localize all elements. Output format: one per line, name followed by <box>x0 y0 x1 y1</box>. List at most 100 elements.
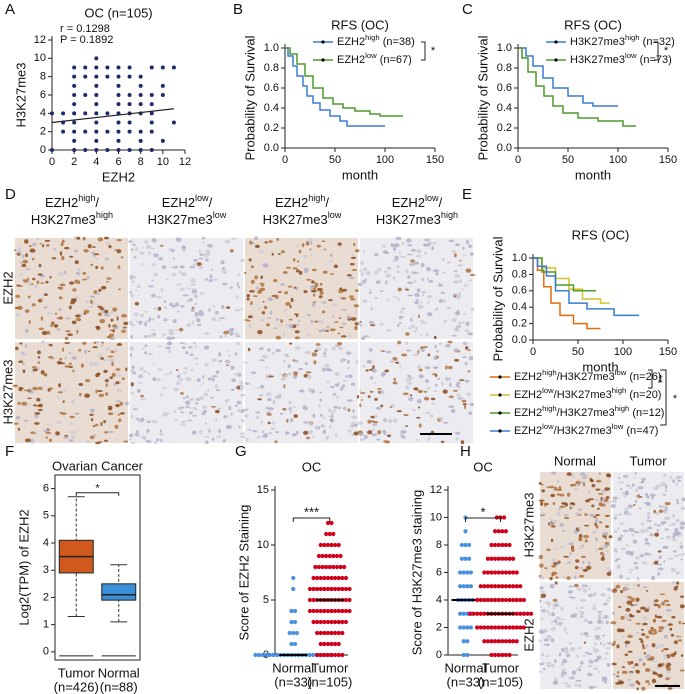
tissue-texture <box>620 635 625 638</box>
tissue-texture <box>366 359 373 364</box>
tissue-texture <box>185 377 192 382</box>
tissue-texture <box>594 642 597 645</box>
tissue-texture <box>143 370 147 373</box>
tissue-texture <box>666 670 672 675</box>
dot <box>465 652 470 658</box>
tissue-texture <box>451 317 457 322</box>
tissue-texture <box>427 353 431 357</box>
tissue-texture <box>172 319 177 324</box>
tissue-texture <box>254 236 259 241</box>
tissue-texture <box>132 408 139 411</box>
tissue-texture <box>74 236 78 241</box>
tissue-texture <box>109 329 116 332</box>
dot <box>503 529 508 534</box>
tissue-texture <box>238 425 241 429</box>
tissue-texture <box>367 419 372 424</box>
x-tick-label: 12 <box>179 156 191 168</box>
tissue-texture <box>94 423 99 427</box>
tissue-texture <box>560 545 565 548</box>
tissue-texture <box>396 270 400 273</box>
tissue-texture <box>392 356 398 361</box>
tissue-texture <box>89 435 95 440</box>
y-tick-label: 0.0 <box>512 334 527 346</box>
tissue-texture <box>456 381 461 385</box>
tissue-texture <box>441 258 445 262</box>
tissue-texture <box>566 492 571 497</box>
x-tick-label: 100 <box>614 346 632 358</box>
x-axis-label: month <box>575 167 611 182</box>
tissue-texture <box>280 377 286 381</box>
tissue-texture <box>276 237 280 241</box>
dot <box>507 639 512 644</box>
tissue-texture <box>303 430 309 435</box>
tissue-texture <box>661 619 667 622</box>
tissue-texture <box>644 552 650 556</box>
tissue-texture <box>171 273 177 276</box>
tissue-texture <box>331 346 337 351</box>
tissue-texture <box>98 288 102 292</box>
dot <box>461 625 466 630</box>
tissue-texture <box>85 379 91 383</box>
tissue-texture <box>89 295 96 298</box>
tissue-texture <box>180 420 187 423</box>
tissue-texture <box>620 615 625 620</box>
tissue-texture <box>319 290 324 295</box>
tissue-texture <box>291 433 297 437</box>
tissue-texture <box>566 576 571 580</box>
tissue-texture <box>611 662 617 666</box>
tissue-texture <box>645 635 650 639</box>
tissue-texture <box>651 643 656 648</box>
y-tick-label: 0 <box>40 144 46 156</box>
tissue-texture <box>467 370 471 373</box>
y-tick-label: 2 <box>436 621 442 633</box>
tissue-texture <box>141 262 144 266</box>
tissue-texture <box>552 598 558 602</box>
tissue-texture <box>620 534 624 538</box>
tissue-texture <box>550 627 555 631</box>
chart-title: RFS (OC) <box>572 227 630 242</box>
tissue-texture <box>551 471 556 475</box>
tissue-texture <box>361 336 366 341</box>
tissue-texture <box>211 317 217 322</box>
tissue-texture <box>193 407 198 411</box>
tissue-texture <box>165 346 171 349</box>
tissue-texture <box>14 346 19 351</box>
tissue-texture <box>424 251 427 255</box>
point <box>105 74 110 79</box>
tissue-texture <box>624 583 630 587</box>
tissue-texture <box>37 408 44 411</box>
x-tick-label: 50 <box>572 346 584 358</box>
tissue-texture <box>618 680 624 685</box>
tissue-texture <box>551 663 555 668</box>
tissue-texture <box>415 326 418 331</box>
tissue-texture <box>305 350 311 355</box>
tissue-texture <box>646 644 648 648</box>
y-tick-label: 0.4 <box>497 102 512 114</box>
tissue-texture <box>84 349 88 354</box>
tissue-texture <box>122 325 125 328</box>
tissue-texture <box>436 349 439 353</box>
tissue-texture <box>545 655 550 658</box>
tissue-texture <box>451 334 457 337</box>
point <box>83 74 88 79</box>
tissue-texture <box>679 669 685 672</box>
tissue-texture <box>218 352 222 357</box>
tissue-texture <box>672 550 677 553</box>
tissue-texture <box>554 581 558 585</box>
tissue-texture <box>417 406 421 409</box>
tissue-texture <box>229 332 232 337</box>
tissue-texture <box>271 351 275 355</box>
tissue-texture <box>376 438 381 441</box>
tissue-texture <box>97 353 103 358</box>
tissue-texture <box>28 281 32 286</box>
tissue-texture <box>18 360 24 363</box>
tissue-texture <box>588 561 591 566</box>
tissue-texture <box>383 270 387 274</box>
dot <box>458 584 463 589</box>
tissue-texture <box>465 268 472 273</box>
tissue-texture <box>462 246 465 250</box>
legend-label: EZH2high/H3K27me3high (n=12) <box>514 404 664 419</box>
tissue-texture <box>22 369 26 374</box>
tissue-texture <box>663 510 668 515</box>
point <box>149 102 154 107</box>
